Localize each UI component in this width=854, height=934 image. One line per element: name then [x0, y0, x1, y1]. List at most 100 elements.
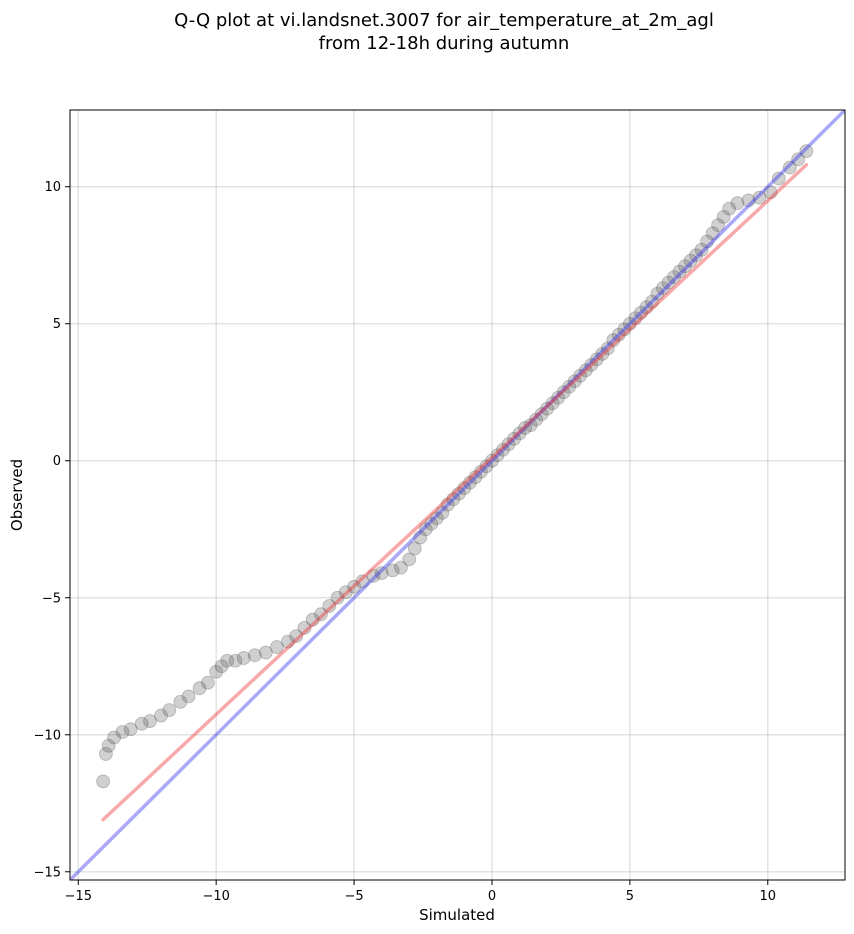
scatter-point [347, 579, 361, 594]
scatter-point [338, 585, 353, 600]
scatter-point [107, 730, 122, 745]
chart-title-line-2: from 12-18h during autumn [319, 33, 570, 54]
scatter-point [589, 352, 604, 367]
scatter-point [385, 563, 400, 578]
chart-title-line-1: Q-Q plot at vi.landsnet.3007 for air_tem… [174, 10, 714, 31]
scatter-point [551, 390, 566, 405]
scatter-point [209, 664, 224, 679]
scatter-point [661, 275, 676, 290]
scatter-point [705, 226, 720, 241]
scatter-point [463, 475, 477, 490]
scatter-point [672, 264, 687, 279]
scatter-point [374, 566, 389, 580]
x-tick-label: 10 [760, 889, 777, 904]
scatter-point [228, 653, 243, 668]
scatter-point [501, 437, 516, 452]
grid-lines [70, 110, 845, 880]
y-tick-label: −10 [34, 728, 61, 743]
y-tick-label: −15 [34, 865, 61, 880]
scatter-point [700, 234, 714, 249]
scatter-point [451, 486, 466, 501]
scatter-point [490, 448, 505, 463]
scatter-point [534, 407, 549, 422]
scatter-point [600, 341, 615, 356]
scatter-point [507, 431, 521, 446]
scatter-point [173, 694, 188, 709]
x-tick-label: −5 [344, 889, 363, 904]
scatter-point [220, 653, 235, 668]
scatter-point [782, 160, 797, 175]
scatter-point [545, 396, 560, 411]
scatter-point [628, 311, 643, 326]
scatter-point [468, 470, 483, 485]
scatter-point [289, 629, 304, 644]
scatter-point [479, 459, 494, 474]
scatter-point [162, 703, 177, 718]
scatter-point [562, 379, 577, 394]
scatter-point [101, 738, 116, 753]
scatter-point [716, 209, 731, 224]
scatter-point [485, 453, 499, 468]
scatter-point [269, 640, 284, 654]
scatter-point [556, 385, 571, 400]
scatter-point [584, 357, 599, 372]
x-tick-label: 5 [626, 889, 634, 904]
scatter-point [214, 659, 229, 674]
x-axis-ticks: −15 −10 −5 0 5 10 [65, 880, 776, 904]
x-tick-label: 0 [488, 889, 496, 904]
plot-frame [69, 109, 846, 881]
scatter-point [667, 270, 681, 285]
reference-lines [70, 110, 845, 880]
scatter-point [741, 193, 756, 208]
scatter-point [474, 464, 488, 479]
scatter-point [752, 190, 767, 205]
scatter-point [305, 612, 320, 627]
y-tick-label: 10 [44, 180, 61, 195]
scatter-point [297, 621, 312, 635]
scatter-point [518, 420, 532, 435]
scatter-point [457, 481, 472, 496]
scatter-point [573, 368, 588, 383]
x-tick-label: −10 [202, 889, 229, 904]
scatter-point [567, 374, 582, 389]
scatter-point [435, 505, 450, 520]
y-tick-label: 5 [53, 317, 61, 332]
scatter-point [611, 327, 626, 342]
scatter-point [656, 281, 670, 296]
scatter-point [322, 599, 337, 613]
y-tick-label: 0 [53, 454, 61, 469]
scatter-point [799, 144, 814, 159]
scatter-point [280, 634, 295, 649]
scatter-point [678, 259, 692, 274]
scatter-point [763, 185, 778, 200]
scatter-point [446, 492, 461, 507]
scatter-point [96, 774, 110, 789]
scatter-point [650, 286, 665, 301]
scatter-point [730, 196, 745, 211]
x-axis-label: Simulated [419, 906, 495, 924]
scatter-point [314, 607, 328, 622]
scatter-point [689, 248, 703, 263]
scatter-point [645, 294, 659, 309]
scatter-point [98, 747, 113, 761]
scatter-point [424, 516, 439, 531]
scatter-point [115, 725, 130, 739]
scatter-point [394, 560, 408, 575]
scatter-point [578, 363, 593, 378]
scatter-point [540, 401, 555, 416]
y-axis-ticks: −15 −10 −5 0 5 10 [34, 180, 70, 880]
scatter-point [236, 651, 251, 665]
scatter-point [722, 201, 737, 216]
scatter-point [154, 708, 168, 723]
scatter-point [418, 522, 433, 537]
reference-line [70, 110, 845, 880]
scatter-point [617, 322, 632, 337]
scatter-point [134, 716, 149, 731]
scatter-point [192, 681, 207, 696]
scatter-points [96, 144, 814, 789]
reference-line [101, 163, 809, 822]
scatter-point [201, 675, 215, 690]
scatter-point [440, 497, 455, 512]
y-tick-label: −5 [42, 591, 61, 606]
